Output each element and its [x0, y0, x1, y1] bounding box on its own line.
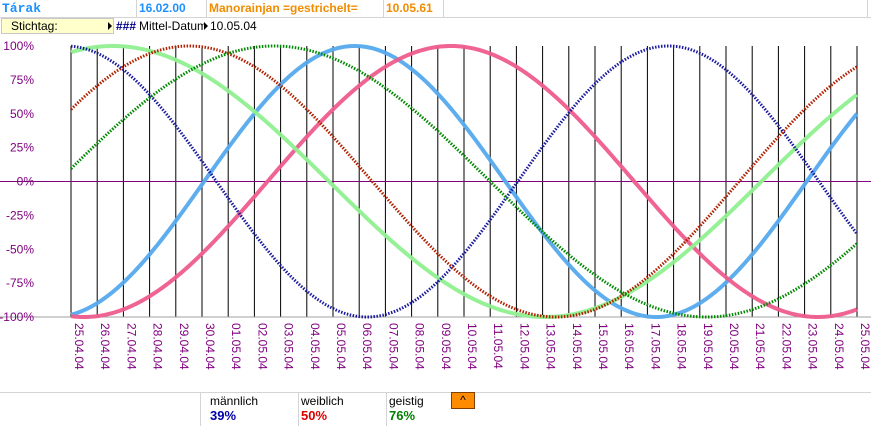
header-row: Tárak 16.02.00 Manorainjan =gestrichelt=…	[0, 0, 871, 18]
overflow-marker: ###	[116, 19, 137, 33]
dropdown-arrow-icon[interactable]	[108, 22, 112, 30]
legend-maennlich-label: männlich	[210, 394, 259, 408]
x-tick-label: 05.05.04	[334, 323, 348, 370]
legend-geistig-label: geistig	[389, 394, 424, 408]
x-tick-label: 16.05.04	[622, 323, 636, 370]
x-tick-label: 29.04.04	[177, 323, 191, 370]
x-tick-label: 19.05.04	[701, 323, 715, 370]
y-tick-label: 50%	[10, 107, 34, 121]
y-tick-label: 0%	[17, 175, 35, 189]
legend-geistig-value: 76%	[389, 408, 416, 423]
legend-weiblich-value: 50%	[301, 408, 328, 423]
x-tick-label: 20.05.04	[727, 323, 741, 370]
y-tick-label: -25%	[6, 208, 34, 222]
series-line-weiblich	[70, 43, 858, 320]
x-tick-label: 23.05.04	[806, 323, 820, 370]
legend-separator	[298, 392, 299, 426]
x-tick-label: 28.04.04	[151, 323, 165, 370]
y-tick-label: -75%	[6, 276, 34, 290]
partner-label: Manorainjan =gestrichelt=	[207, 0, 384, 17]
legend-weiblich-label: weiblich	[301, 394, 344, 408]
scroll-up-button[interactable]: ^	[451, 392, 475, 409]
x-tick-label: 14.05.04	[570, 323, 584, 370]
x-tick-label: 03.05.04	[282, 323, 296, 370]
y-axis: 100% 75% 50% 25% 0% -25% -50% -75% -100%	[0, 39, 34, 324]
legend-divider	[0, 392, 871, 393]
mittel-datum-label: Mittel-Datum	[139, 19, 205, 33]
chart-series	[69, 43, 859, 320]
y-tick-label: 100%	[3, 39, 34, 53]
y-tick-label: 75%	[10, 73, 34, 87]
x-tick-label: 22.05.04	[779, 323, 793, 370]
x-tick-label: 26.04.04	[98, 323, 112, 370]
biorhythm-chart: 100% 75% 50% 25% 0% -25% -50% -75% -100% 25.04.0…	[0, 39, 871, 370]
series-line-maennlich	[70, 43, 859, 320]
legend-separator	[200, 392, 201, 426]
series-line-partner_weiblich	[69, 44, 858, 319]
x-tick-label: 13.05.04	[544, 323, 558, 370]
x-tick-label: 06.05.04	[360, 323, 374, 370]
x-tick-label: 11.05.04	[491, 323, 505, 369]
x-tick-label: 15.05.04	[596, 323, 610, 370]
x-tick-label: 27.04.04	[124, 323, 138, 370]
x-tick-label: 09.05.04	[439, 323, 453, 370]
x-tick-label: 01.05.04	[229, 323, 243, 370]
stichtag-dropdown[interactable]: Stichtag:	[1, 18, 114, 34]
legend-maennlich-value: 39%	[210, 408, 237, 423]
x-tick-label: 24.05.04	[832, 323, 846, 370]
x-tick-label: 25.04.04	[72, 323, 86, 370]
x-tick-label: 08.05.04	[413, 323, 427, 370]
partner-date: 10.05.61	[384, 0, 444, 17]
y-tick-label: -50%	[6, 242, 34, 256]
x-tick-label: 04.05.04	[308, 323, 322, 370]
y-tick-label: -100%	[0, 310, 34, 324]
mittel-datum-value: 10.05.04	[210, 19, 257, 33]
mittel-arrow-icon	[204, 22, 208, 30]
x-tick-label: 17.05.04	[648, 323, 662, 370]
x-tick-label: 21.05.04	[753, 323, 767, 370]
person-name: Tárak	[0, 0, 137, 17]
x-tick-label: 10.05.04	[465, 323, 479, 370]
birth-date: 16.02.00	[137, 0, 207, 17]
x-tick-label: 18.05.04	[675, 323, 689, 370]
x-axis: 25.04.04 26.04.04 27.04.04 28.04.04 29.04.04…	[72, 323, 871, 370]
x-tick-label: 07.05.04	[386, 323, 400, 370]
x-tick-label: 25.05.04	[858, 323, 871, 370]
y-tick-label: 25%	[10, 141, 34, 155]
legend-separator	[386, 392, 387, 426]
x-tick-label: 02.05.04	[255, 323, 269, 370]
empty-cell	[444, 0, 868, 17]
series-line-geistig	[70, 43, 859, 320]
series-line-partner_geistig	[69, 44, 858, 319]
x-tick-label: 30.04.04	[203, 323, 217, 370]
x-tick-label: 12.05.04	[517, 323, 531, 370]
